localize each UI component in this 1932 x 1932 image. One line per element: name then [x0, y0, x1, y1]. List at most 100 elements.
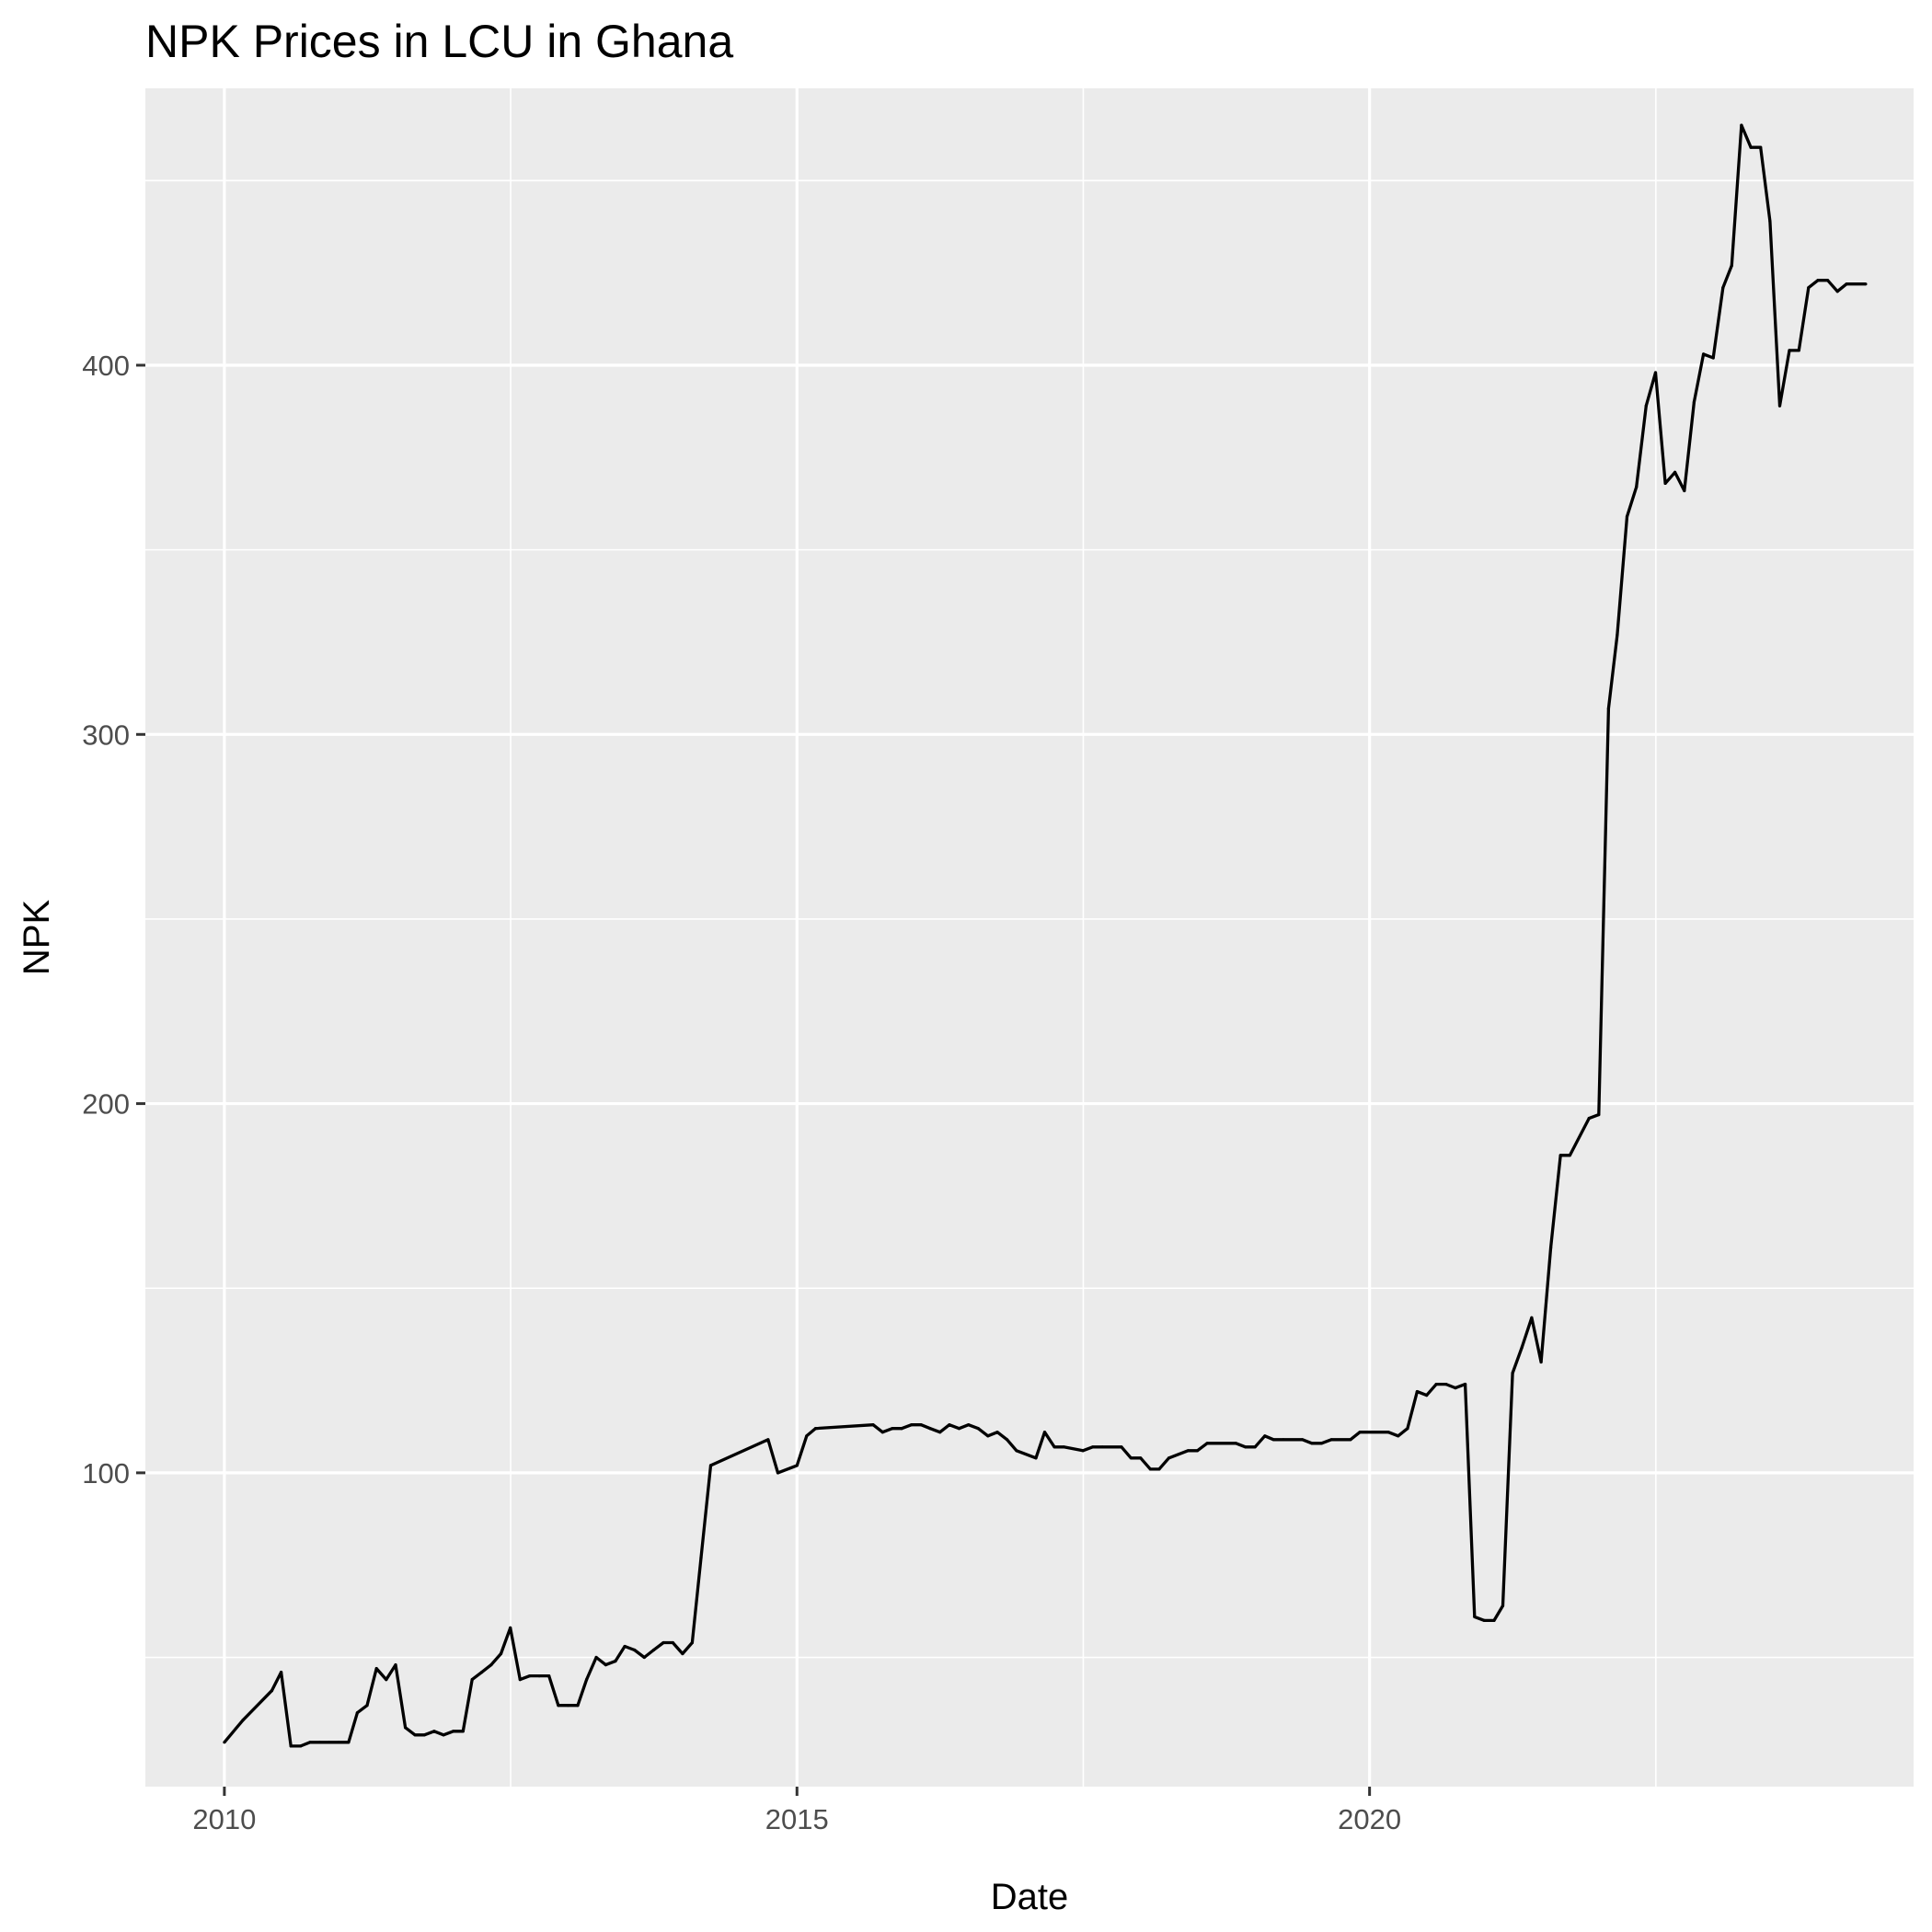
data-point [470, 1678, 474, 1682]
data-point [1253, 1445, 1257, 1449]
data-point [1625, 514, 1629, 519]
data-point [1319, 1442, 1324, 1445]
data-point [1520, 1345, 1524, 1349]
data-point [1167, 1456, 1171, 1460]
data-point [614, 1660, 617, 1663]
data-point [891, 1427, 894, 1431]
data-point [480, 1671, 484, 1674]
data-point [1129, 1456, 1133, 1460]
data-point [604, 1663, 608, 1667]
data-point [900, 1427, 903, 1431]
data-point [1549, 1246, 1553, 1249]
data-point [1501, 1604, 1505, 1607]
data-point [1006, 1438, 1009, 1442]
data-point [1616, 633, 1619, 637]
data-point [1673, 470, 1677, 474]
data-point [385, 1678, 388, 1682]
data-point [413, 1733, 417, 1737]
data-point [708, 1464, 713, 1467]
data-point [995, 1431, 999, 1434]
data-point [317, 1741, 322, 1744]
data-point [1042, 1431, 1047, 1434]
y-tick-label: 100 [82, 1457, 130, 1489]
data-point [1397, 1434, 1400, 1438]
data-point [1301, 1438, 1305, 1442]
data-point [1100, 1445, 1104, 1449]
data-point [1349, 1438, 1352, 1442]
data-point [499, 1651, 503, 1656]
data-point [623, 1644, 627, 1649]
data-point [1034, 1456, 1038, 1460]
data-point [1271, 1438, 1275, 1442]
data-point [690, 1640, 695, 1645]
data-point [374, 1667, 378, 1671]
data-point [967, 1423, 971, 1427]
data-point [1845, 282, 1848, 286]
data-point [1692, 400, 1696, 404]
data-point [976, 1427, 980, 1431]
data-point [1721, 286, 1725, 290]
data-point [566, 1704, 570, 1708]
data-point [1263, 1434, 1267, 1438]
data-point [1797, 349, 1800, 352]
x-axis: 2010 2015 2020 [192, 1787, 1401, 1835]
data-point [1683, 489, 1686, 493]
major-gridlines [145, 88, 1914, 1787]
data-point [1539, 1360, 1543, 1364]
data-point [1015, 1449, 1018, 1453]
data-point [1282, 1438, 1285, 1442]
data-point [1740, 123, 1743, 127]
data-point [1310, 1442, 1314, 1445]
data-point [1816, 279, 1820, 282]
data-point [1826, 279, 1830, 282]
data-point [1473, 1615, 1477, 1618]
data-point [1081, 1449, 1085, 1453]
data-point [1415, 1390, 1419, 1394]
data-point [699, 1556, 703, 1559]
y-axis: 100 200 300 400 [82, 350, 145, 1489]
data-point [461, 1730, 465, 1733]
data-point [241, 1719, 245, 1722]
data-point [1482, 1618, 1486, 1622]
data-points [223, 123, 1868, 1748]
data-point [509, 1626, 512, 1629]
data-point [1807, 286, 1811, 290]
chart-title: NPK Prices in LCU in Ghana [145, 16, 733, 67]
data-point [1864, 282, 1868, 286]
data-point [328, 1741, 331, 1744]
data-point [537, 1674, 541, 1678]
data-point [576, 1704, 580, 1708]
data-point [1454, 1386, 1457, 1390]
data-point [289, 1744, 293, 1748]
data-point [1587, 1117, 1591, 1121]
data-point [1644, 404, 1648, 408]
data-point [1777, 404, 1782, 408]
data-point [1702, 352, 1706, 356]
data-point [795, 1464, 799, 1467]
x-tick-label: 2020 [1338, 1803, 1401, 1835]
data-point [442, 1733, 445, 1737]
data-point [661, 1640, 665, 1645]
data-point [1759, 145, 1763, 149]
data-point [1606, 707, 1610, 710]
data-point [1653, 371, 1658, 374]
data-point [880, 1431, 884, 1434]
data-point [813, 1427, 818, 1431]
data-point [1425, 1394, 1429, 1397]
data-point [986, 1434, 990, 1438]
data-point [1386, 1431, 1390, 1434]
data-point [1711, 356, 1715, 360]
data-point [1568, 1154, 1571, 1157]
data-point [223, 1741, 226, 1744]
data-point [557, 1704, 560, 1708]
y-tick-label: 200 [82, 1088, 130, 1121]
data-point [1511, 1371, 1514, 1375]
x-tick-label: 2010 [192, 1803, 256, 1835]
y-axis-title: NPK [17, 900, 57, 976]
y-tick-label: 400 [82, 350, 130, 382]
data-point [308, 1741, 312, 1744]
data-point [347, 1741, 351, 1744]
data-point [671, 1640, 674, 1645]
data-point [1635, 485, 1639, 489]
